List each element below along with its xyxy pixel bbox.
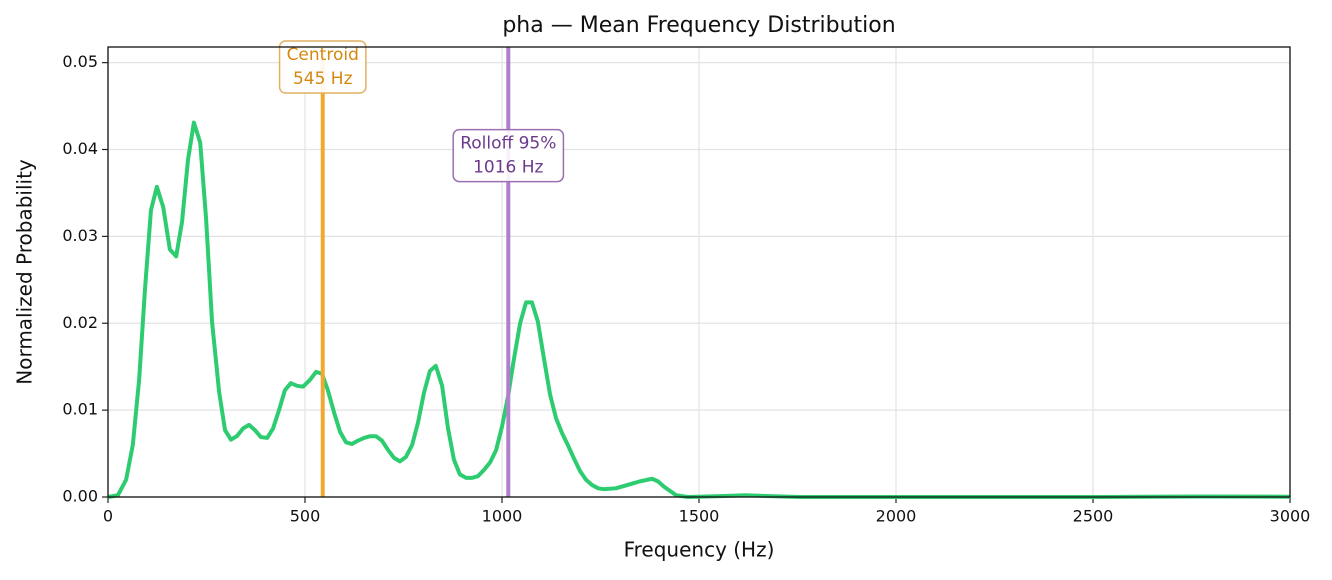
chart-title: pha — Mean Frequency Distribution (502, 13, 895, 38)
y-tick-label: 0.03 (62, 226, 98, 245)
annotation-name: Centroid (287, 45, 359, 65)
annotation-box (452, 128, 565, 183)
x-tick-label: 2000 (876, 507, 917, 526)
y-tick-label: 0.05 (62, 52, 98, 71)
x-tick-label: 500 (290, 507, 321, 526)
x-tick-label: 3000 (1270, 507, 1311, 526)
y-tick-label: 0.04 (62, 139, 98, 158)
x-tick-label: 1000 (482, 507, 523, 526)
data-line (107, 120, 1291, 499)
y-axis-label: Normalized Probability (13, 159, 37, 385)
annotation-value: 1016 Hz (473, 158, 543, 178)
annotation-name: Rolloff 95% (460, 134, 556, 154)
x-axis-label: Frequency (Hz) (624, 538, 775, 562)
y-tick-label: 0.01 (62, 400, 98, 419)
x-tick-label: 2500 (1073, 507, 1114, 526)
plot-frame (107, 46, 1291, 498)
y-tick-label: 0.02 (62, 313, 98, 332)
x-tick-label: 1500 (679, 507, 720, 526)
annotation-box (278, 40, 367, 94)
annotation-value: 545 Hz (293, 69, 353, 89)
y-tick-label: 0.00 (62, 487, 98, 506)
x-tick-label: 0 (103, 507, 113, 526)
